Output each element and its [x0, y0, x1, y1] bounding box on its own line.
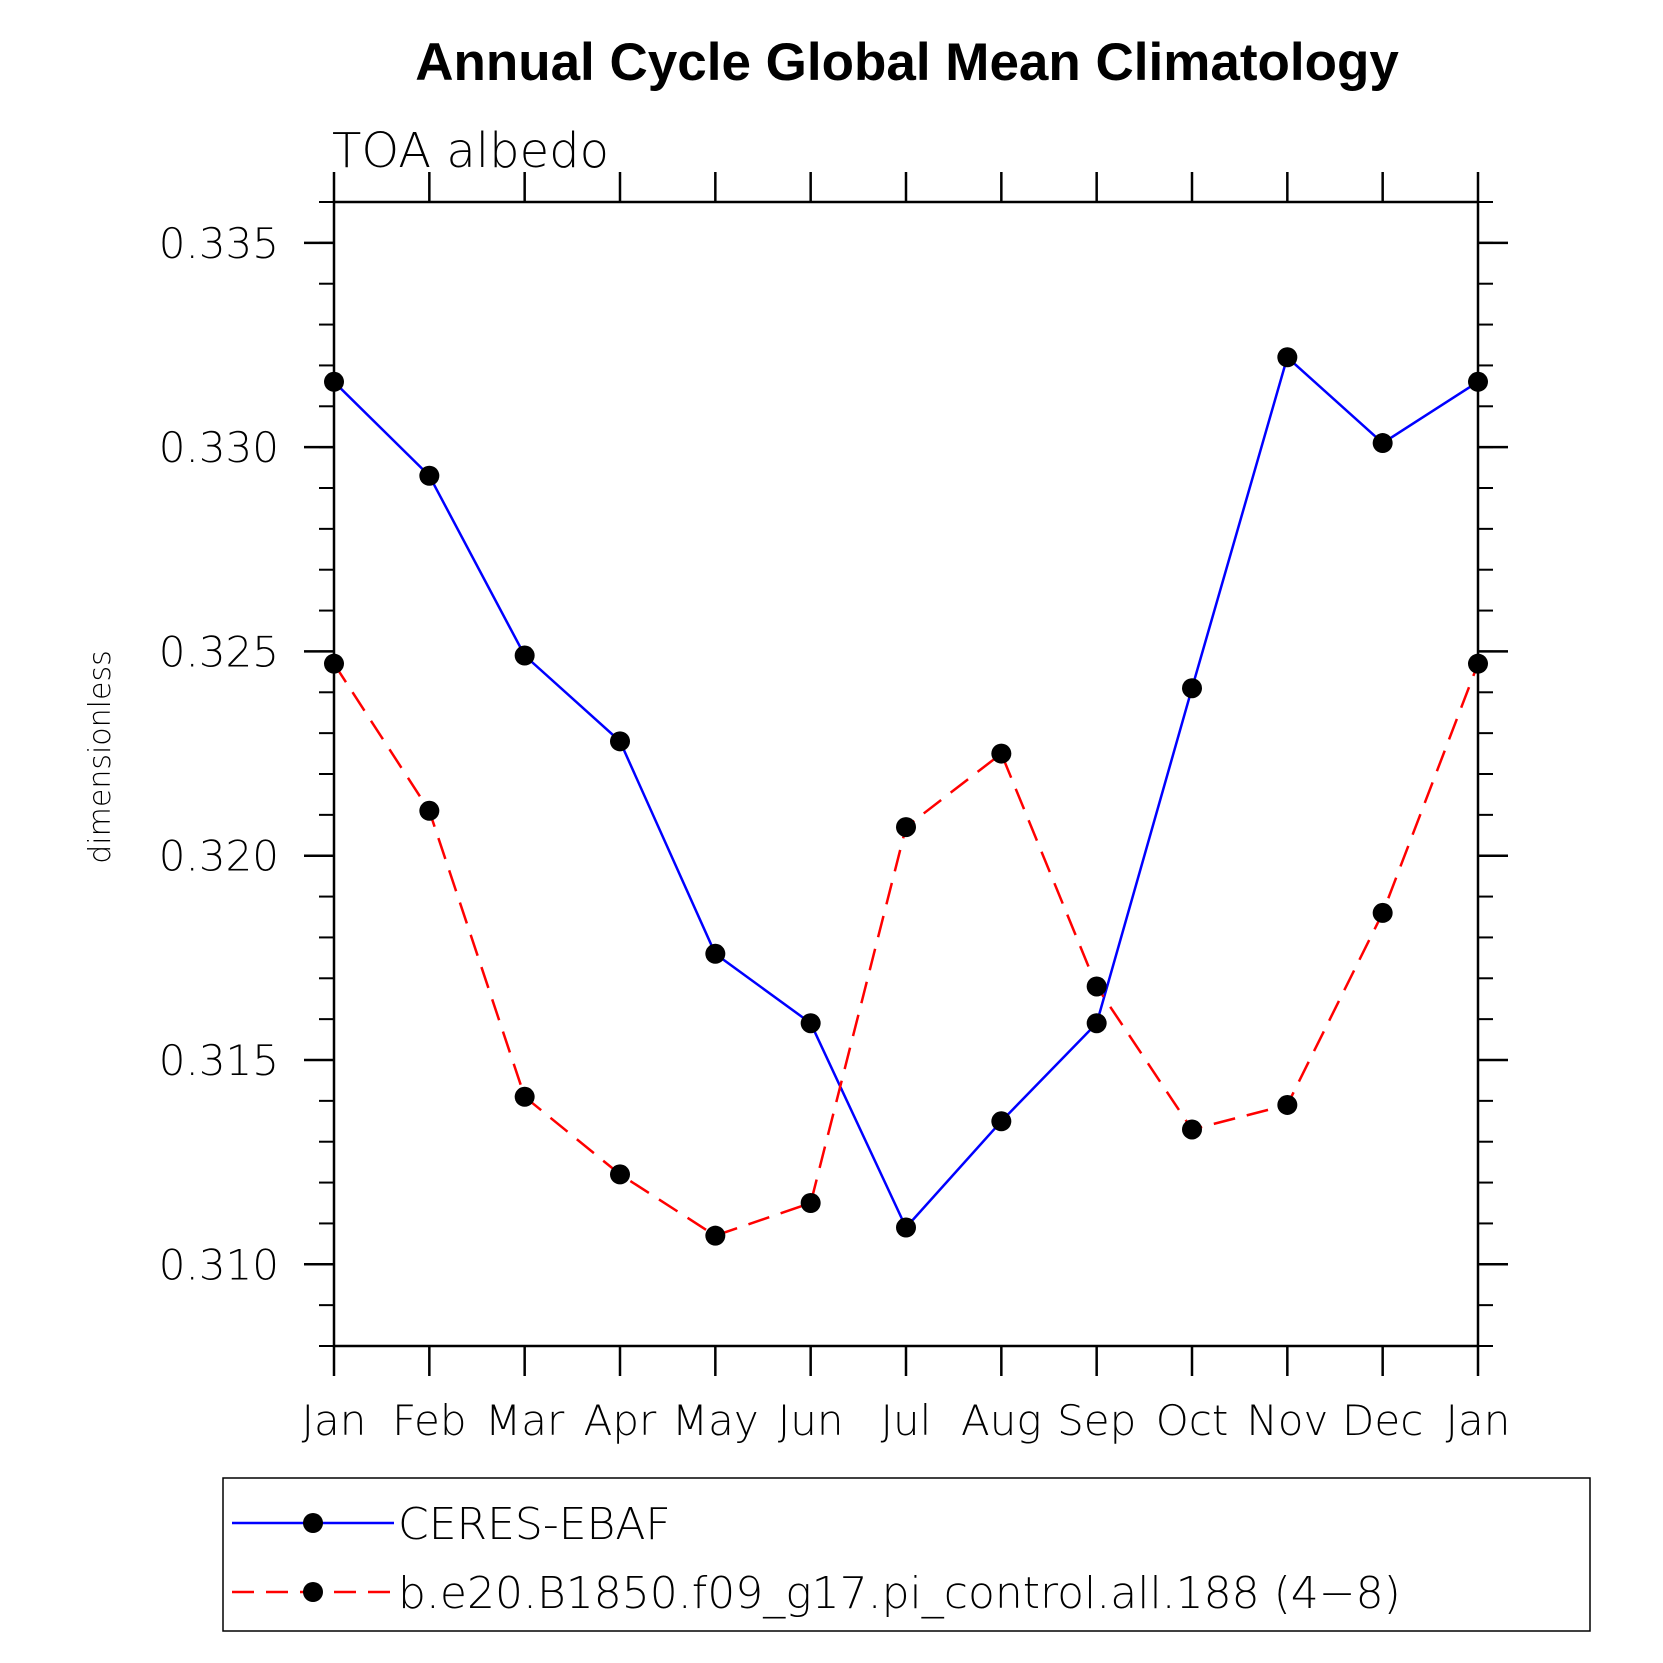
series-2-point — [1372, 902, 1393, 923]
axis-ticks — [304, 172, 1508, 1376]
legend-box — [222, 1477, 1591, 1632]
series-1-point — [705, 943, 726, 964]
x-tick-label: Dec — [1342, 1396, 1423, 1445]
series-1-point — [419, 465, 440, 486]
x-tick-label: Apr — [584, 1396, 657, 1445]
x-tick-label: Sep — [1057, 1396, 1136, 1445]
chart-subtitle: TOA albedo — [332, 123, 609, 179]
y-tick-label: 0.315 — [159, 1036, 279, 1085]
series-2-point — [610, 1164, 630, 1185]
series-1-point — [800, 1013, 821, 1034]
y-tick-label: 0.330 — [159, 423, 279, 472]
series-line-1 — [333, 355, 1479, 1230]
series-line-2 — [332, 663, 1480, 1238]
series-2-point — [896, 817, 916, 838]
y-tick-label: 0.320 — [159, 832, 279, 881]
series-1-point — [991, 1111, 1012, 1132]
legend: CERES-EBAF b.e20.B1850.f09_g17.pi_control… — [232, 1499, 1401, 1619]
x-tick-label: May — [672, 1396, 759, 1445]
x-tick-label: Jun — [778, 1396, 844, 1445]
series-1-point — [514, 645, 535, 666]
legend-label-1: CERES-EBAF — [398, 1499, 671, 1550]
chart-title: Annual Cycle Global Mean Climatology — [415, 33, 1399, 92]
series-2-point — [1182, 1119, 1202, 1140]
y-tick-label: 0.310 — [159, 1240, 279, 1289]
series-1-point — [1086, 1013, 1107, 1034]
x-tick-label: Feb — [392, 1396, 466, 1445]
legend-label-2: b.e20.B1850.f09_g17.pi_control.all.188 (… — [398, 1568, 1401, 1619]
y-tick-label: 0.335 — [159, 219, 279, 268]
series-1-point — [1468, 371, 1488, 392]
x-tick-labels: Jan Feb Mar Apr May Jun Jul Aug Sep Oct Nov Dec Jan — [302, 1396, 1511, 1445]
x-tick-label: Oct — [1156, 1396, 1229, 1445]
x-tick-label: Jan — [1446, 1396, 1511, 1445]
legend-marker-2 — [303, 1582, 323, 1602]
x-tick-label: Nov — [1246, 1396, 1328, 1445]
series-2-point — [705, 1225, 726, 1246]
series-2-point — [514, 1086, 535, 1107]
x-tick-label: Aug — [961, 1396, 1042, 1445]
series-1-point — [610, 731, 630, 752]
y-tick-labels: 0.310 0.315 0.320 0.325 0.330 0.335 — [159, 219, 279, 1289]
series-2-point — [1086, 976, 1107, 997]
x-tick-label: Jul — [881, 1396, 932, 1445]
series-1-point — [1372, 433, 1393, 454]
x-tick-label: Mar — [485, 1396, 565, 1445]
series-2-point — [800, 1193, 821, 1213]
legend-marker-1 — [303, 1513, 323, 1533]
series-2-point — [991, 743, 1012, 764]
series-2-point — [1277, 1094, 1298, 1115]
series-2-point — [419, 800, 440, 821]
series-2-point — [324, 653, 344, 674]
series-1-point — [896, 1217, 916, 1238]
series-1-point — [1277, 347, 1298, 368]
y-tick-label: 0.325 — [159, 627, 279, 676]
series-1-point — [324, 371, 344, 392]
series-2-point — [1468, 653, 1488, 674]
y-axis-label: dimensionless — [83, 650, 118, 863]
series-layer — [324, 347, 1488, 1246]
series-1-point — [1182, 678, 1202, 699]
x-tick-label: Jan — [302, 1396, 367, 1445]
